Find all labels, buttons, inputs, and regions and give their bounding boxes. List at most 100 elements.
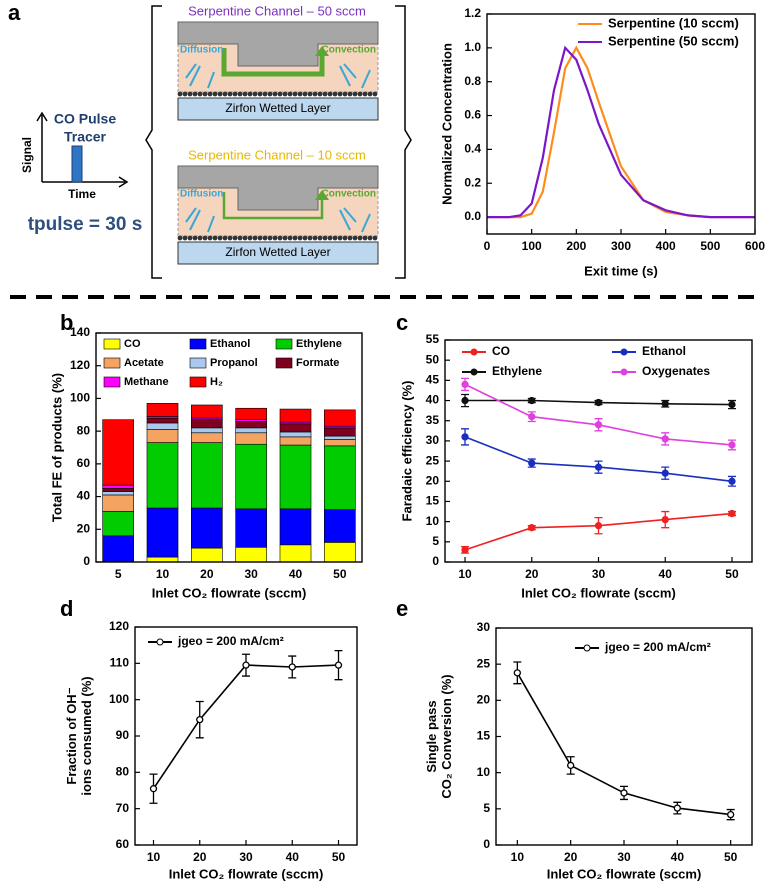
point [727, 810, 735, 819]
x-axis-label: Exit time (s) [584, 263, 658, 278]
catalyst-dot [347, 235, 353, 241]
diffusion-arrow [343, 207, 357, 223]
catalyst-dot [212, 235, 218, 241]
series-line [464, 383, 733, 446]
bar-segment [146, 507, 179, 558]
bar-segment [324, 427, 356, 437]
pulse-schematic: CO Pulse Tracer Signal Time tpulse = 30 … [20, 111, 142, 235]
legend-label: Propanol [210, 357, 258, 369]
y-axis-label: Fraction of OH⁻ [64, 687, 79, 784]
y-tick-label: 25 [477, 656, 491, 670]
bar-segment [191, 404, 223, 419]
channel-title: Serpentine Channel – 10 sccm [188, 147, 366, 162]
panel-label: d [60, 596, 73, 621]
legend-label: Ethanol [642, 344, 686, 358]
x-tick-label: 10 [511, 850, 525, 864]
point [528, 413, 536, 421]
x-axis-label: Inlet CO₂ flowrate (sccm) [169, 866, 324, 881]
bar-segment [102, 484, 134, 489]
catalyst-dot [182, 235, 188, 241]
y-tick-label: 0 [483, 837, 490, 851]
catalyst-dot [332, 91, 338, 97]
point [594, 522, 603, 530]
bar-segment [102, 488, 134, 492]
catalyst-dot [372, 91, 378, 97]
catalyst-dot [267, 91, 273, 97]
catalyst-dot [342, 91, 348, 97]
bar-segment [146, 556, 179, 563]
y-tick-label: 100 [109, 692, 129, 706]
point [661, 469, 669, 477]
x-tick-label: 50 [725, 567, 739, 581]
x-tick-label: 50 [724, 850, 738, 864]
bar-segment [279, 408, 312, 423]
catalyst-dot [292, 91, 298, 97]
catalyst-dot [237, 91, 243, 97]
bar-segment [235, 432, 267, 445]
bar-segment [235, 508, 267, 548]
catalyst-dot [277, 235, 283, 241]
catalyst-dot [182, 91, 188, 97]
point [594, 421, 603, 429]
bar-segment [102, 535, 134, 562]
diffusion-arrow [361, 213, 371, 233]
bar-segment [279, 544, 312, 563]
point [528, 459, 536, 467]
y-tick-label: 80 [116, 765, 130, 779]
y-tick-label: 80 [77, 423, 91, 437]
bar-segment [279, 444, 312, 510]
x-tick-label: 300 [611, 239, 631, 253]
bar-segment [279, 436, 312, 446]
legend-label: CO [492, 344, 510, 358]
catalyst-dot [177, 235, 183, 241]
x-tick-label: 100 [522, 239, 542, 253]
point [149, 785, 158, 793]
catalyst-dot [327, 91, 333, 97]
x-tick-label: 200 [566, 239, 586, 253]
diffusion-arrow [189, 209, 201, 231]
y-axis-label: Faradaic efficiency (%) [399, 381, 414, 522]
x-tick-label: 600 [745, 239, 765, 253]
point [620, 789, 628, 797]
bar-segment [279, 423, 312, 433]
legend-label: CO [124, 338, 141, 350]
zirfon-layer [177, 241, 379, 265]
legend-marker [156, 638, 164, 646]
legend-swatch [275, 338, 293, 350]
catalyst-dot [282, 91, 288, 97]
x-tick-label: 20 [564, 850, 578, 864]
bar-segment [146, 422, 179, 430]
bar-segment [235, 443, 267, 510]
x-tick-label: 20 [200, 567, 214, 581]
catalyst-dot [352, 235, 358, 241]
x-tick-label: 400 [656, 239, 676, 253]
point [528, 396, 536, 405]
y-tick-label: 25 [426, 453, 440, 467]
convection-arrow [221, 48, 325, 77]
x-tick-label: 10 [156, 567, 170, 581]
catalyst-dot [302, 91, 308, 97]
point [461, 396, 469, 405]
x-tick-label: 10 [458, 567, 472, 581]
diffusion-arrow [185, 207, 197, 223]
x-tick-label: 5 [115, 567, 122, 581]
y-tick-label: 20 [426, 473, 440, 487]
y-tick-label: 0.0 [464, 209, 481, 223]
legend-label: Ethylene [296, 338, 342, 350]
catalyst-dot [362, 235, 368, 241]
bar-segment [324, 439, 356, 447]
point [528, 524, 536, 532]
catalyst-dot [337, 91, 343, 97]
catalyst-dot [232, 91, 238, 97]
y-axis-label: ions consumed (%) [79, 676, 94, 795]
bar-segment [191, 507, 223, 549]
bracket [145, 5, 162, 279]
y-tick-label: 5 [483, 801, 490, 815]
catalyst-dot [247, 91, 253, 97]
catalyst-dot [287, 91, 293, 97]
legend-swatch [103, 376, 121, 388]
convection-arrow [222, 192, 324, 220]
bar-segment [102, 419, 134, 486]
x-axis-label: Inlet CO₂ flowrate (sccm) [152, 585, 307, 600]
zirfon-layer [177, 97, 379, 121]
